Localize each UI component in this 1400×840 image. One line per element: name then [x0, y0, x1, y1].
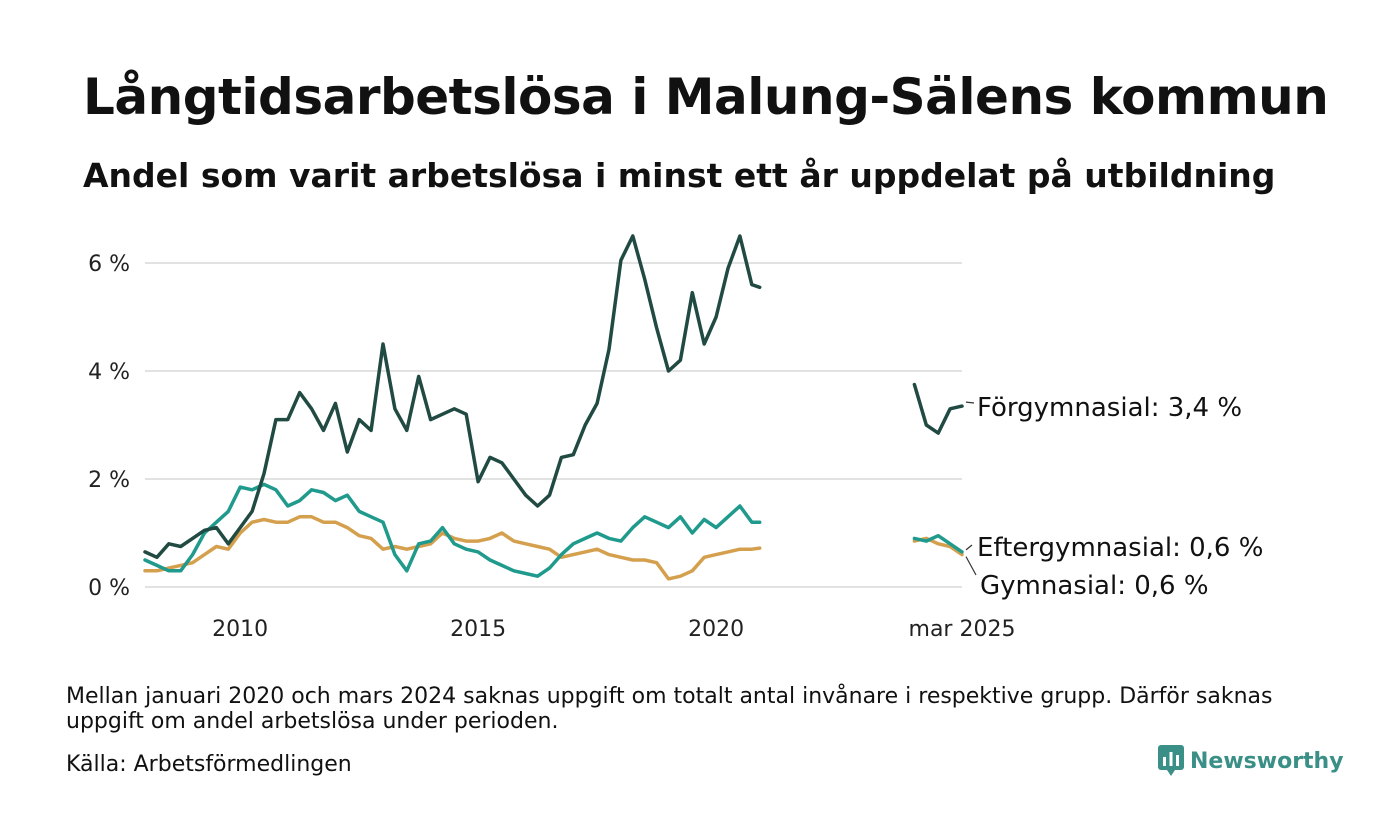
series-line-gymnasial-0 — [143, 515, 762, 581]
x-tick-label: mar 2025 — [909, 617, 1016, 642]
y-tick-label: 4 % — [88, 360, 130, 385]
x-axis-tick-labels: 2010 2015 2020 mar 2025 — [212, 617, 1015, 642]
newsworthy-logo-icon — [1158, 745, 1184, 776]
series-lines — [143, 234, 964, 581]
series-end-label: Gymnasial: 0,6 % — [980, 571, 1209, 601]
series-line-eftergymnasial-1 — [912, 533, 964, 554]
x-tick-label: 2010 — [212, 617, 268, 642]
chart-title: Långtidsarbetslösa i Malung-Sälens kommu… — [83, 68, 1329, 126]
series-end-label: Förgymnasial: 3,4 % — [977, 393, 1242, 423]
source-text: Källa: Arbetsförmedlingen — [66, 752, 352, 777]
line-chart: 0 % 2 % 4 % 6 % 2010 2015 2020 mar 2025 Förgym… — [88, 234, 1263, 642]
chart-subtitle: Andel som varit arbetslösa i minst ett å… — [83, 156, 1276, 195]
x-tick-label: 2020 — [688, 617, 744, 642]
series-end-label: Eftergymnasial: 0,6 % — [977, 533, 1263, 563]
y-tick-label: 6 % — [88, 252, 130, 277]
footnote: Mellan januari 2020 och mars 2024 saknas… — [66, 684, 1273, 734]
series-line-eftergymnasial-0 — [143, 482, 762, 578]
series-line-förgymnasial-1 — [912, 382, 964, 435]
brand-logo: Newsworthy — [1158, 745, 1344, 777]
y-axis-tick-labels: 0 % 2 % 4 % 6 % — [88, 252, 130, 601]
x-tick-label: 2015 — [450, 617, 506, 642]
leader-line — [965, 544, 973, 551]
grid-lines — [145, 262, 962, 588]
y-tick-label: 2 % — [88, 468, 130, 493]
y-tick-label: 0 % — [88, 576, 130, 601]
brand-name: Newsworthy — [1190, 748, 1344, 774]
series-line-förgymnasial-0 — [143, 234, 762, 560]
leader-line — [965, 401, 975, 404]
series-end-labels: Förgymnasial: 3,4 % Eftergymnasial: 0,6 %… — [965, 393, 1263, 601]
leader-line — [965, 556, 977, 576]
